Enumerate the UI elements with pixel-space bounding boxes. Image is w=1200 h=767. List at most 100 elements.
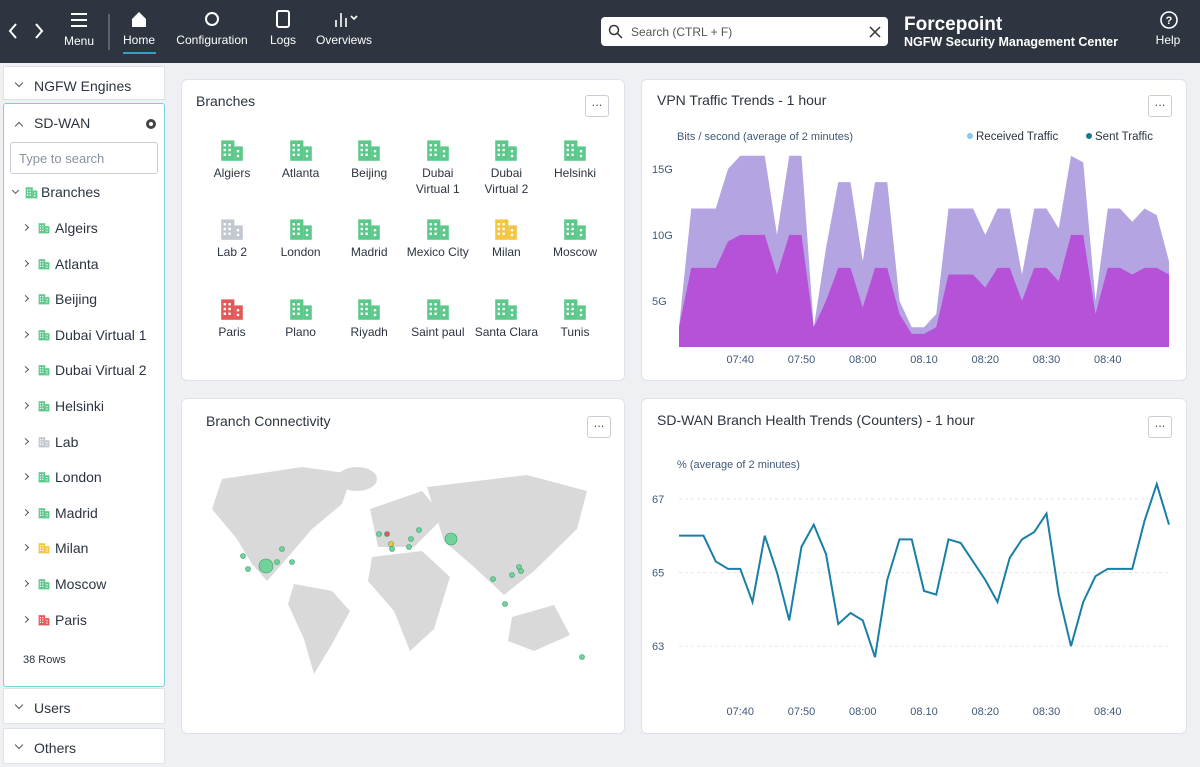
branch-label[interactable]: Santa Clara [474,324,539,339]
section-title[interactable]: Users [34,700,71,716]
tree-search-placeholder: Type to search [19,151,105,166]
building-icon [38,436,50,447]
tree-item[interactable]: Paris [55,611,87,628]
branch-label[interactable]: Mexico City [406,245,469,260]
icon-window [42,476,44,478]
branch-label[interactable]: Dubai Virtual 1 [415,166,460,196]
tree-item[interactable]: Milan [55,540,89,557]
section-title[interactable]: Others [34,740,77,756]
icon-window [296,223,300,226]
chevron[interactable] [21,223,30,232]
panel-menu[interactable]: ... [1148,95,1172,117]
panel-menu[interactable]: ... [585,95,609,117]
chevron[interactable] [21,437,30,445]
branch-label[interactable]: Madrid [350,245,388,260]
branch-label[interactable]: Helsinki [553,166,596,180]
menu-icon[interactable] [71,13,87,27]
chevron[interactable] [21,544,30,552]
icon-body [38,294,46,305]
icon-window [566,148,569,152]
tree-item[interactable]: Dubai Virtual 2 [55,362,147,379]
chevron[interactable] [14,740,24,750]
chevron[interactable] [14,121,24,131]
tree-item[interactable]: Lab [55,433,79,450]
branch-label[interactable]: London [280,245,321,260]
section-title[interactable]: SD-WAN [34,115,91,131]
branch-label[interactable]: Dubai Virtual 2 [484,166,529,196]
nav-item[interactable]: Home [122,33,156,47]
chevron[interactable] [14,78,24,88]
panel-menu[interactable]: ... [1148,416,1172,438]
branch-label[interactable]: Paris [218,324,246,339]
branch-label[interactable]: Lab 2 [216,245,248,260]
icon-window [571,144,574,147]
tree-item[interactable]: Madrid [55,504,98,521]
chart-title: VPN Traffic Trends - 1 hour [657,92,827,108]
help-icon[interactable]: ? [1159,10,1179,30]
branch-label[interactable]: Algiers [213,166,251,180]
branch-label[interactable]: Tunis [560,324,590,339]
branch-label[interactable]: Saint paul [411,324,465,339]
tree-item[interactable]: London [55,469,102,486]
tree-item[interactable]: Atlanta [55,255,99,272]
home-icon[interactable] [132,12,146,27]
icon-window [497,302,501,305]
search-box[interactable]: Search (CTRL + F) [601,17,888,46]
tree-item[interactable]: Algeirs [55,220,98,236]
nav-item[interactable]: Configuration [176,33,248,47]
overviews-icon[interactable] [335,13,358,27]
help-label[interactable]: Help [1155,33,1181,47]
icon-window [42,334,44,336]
logs-icon[interactable] [276,10,290,28]
tree-item[interactable]: Beijing [55,291,98,308]
icon-window [39,438,41,440]
icon-window [46,548,48,550]
building-icon [495,140,518,161]
branch-label[interactable]: Moscow [552,245,597,260]
building-icon [38,579,50,590]
x-tick-label: 08.10 [910,354,938,366]
nav-item[interactable]: Overviews [315,33,373,47]
chevron[interactable] [21,615,30,623]
branch-label[interactable]: Atlanta [281,166,320,180]
config-icon[interactable] [205,12,219,26]
tree-search[interactable]: Type to search [10,142,158,174]
chevron[interactable] [21,295,30,303]
icon-window [579,234,583,237]
chevron[interactable] [21,579,30,588]
chevron[interactable] [14,700,24,710]
nav-item[interactable]: Logs [269,33,297,47]
chevron[interactable] [21,473,30,481]
settings-icon[interactable] [144,117,158,131]
icon-window [497,312,501,315]
icon-window [46,443,48,446]
icon-body [426,140,441,161]
chevron[interactable] [11,186,20,195]
panel-menu[interactable]: ... [587,416,611,438]
icon-window [571,228,574,231]
chevron[interactable] [21,401,30,410]
branch-label[interactable]: Plano [285,324,316,339]
tree-item[interactable]: Helsinki [55,398,105,414]
chevron[interactable] [21,508,30,516]
icon-wing [45,617,50,625]
branch-label[interactable]: Beijing [351,166,388,180]
icon-body [289,140,303,161]
nav-arrows[interactable] [8,23,44,39]
icon-wing [45,404,50,412]
building-icon [495,219,518,241]
tree-item[interactable]: Dubai Virtual 1 [55,326,147,343]
branch-label[interactable]: Riyadh [350,324,388,339]
icon-window [571,307,574,310]
icon-window [39,369,41,371]
section-title[interactable]: NGFW Engines [34,78,132,94]
icon-window [46,408,48,410]
chevron[interactable] [21,259,30,267]
tree-root[interactable]: Branches [41,184,101,200]
clear-icon[interactable] [869,26,881,38]
branch-label[interactable]: Milan [492,245,521,260]
tree-item[interactable]: Moscow [55,576,107,592]
nav-item[interactable]: Menu [63,34,95,48]
chevron[interactable] [21,366,30,374]
chevron[interactable] [21,330,30,338]
